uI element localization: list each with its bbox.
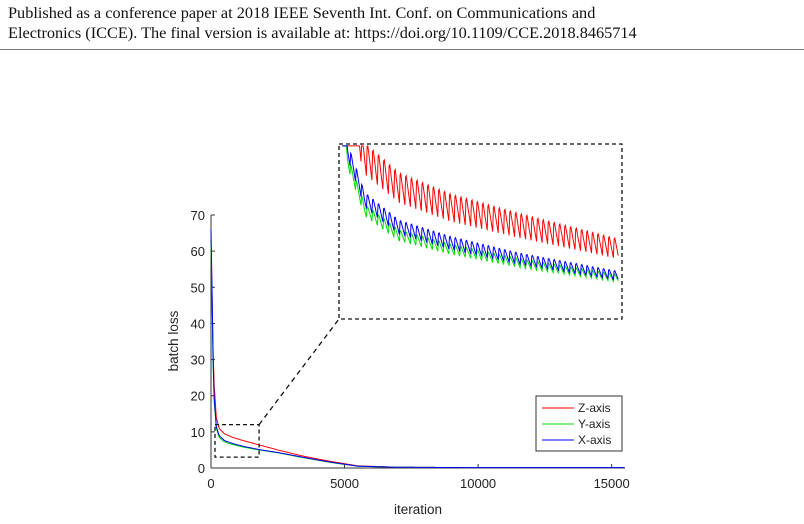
header-rule: [0, 49, 804, 50]
x-tick-label: 10000: [460, 476, 496, 491]
inset-series-z-axis-line: [342, 144, 619, 258]
x-tick-label: 0: [207, 476, 214, 491]
x-axis-label: iteration: [394, 502, 442, 517]
legend-label: X-axis: [578, 433, 611, 447]
y-tick-label: 0: [198, 461, 205, 476]
y-tick-label: 70: [191, 208, 205, 223]
inset-series-y-axis-line: [342, 145, 619, 283]
y-tick-label: 60: [191, 244, 205, 259]
legend-label: Z-axis: [578, 401, 611, 415]
series-layer: [210, 229, 625, 469]
y-tick-label: 30: [191, 353, 205, 368]
paper-header: Published as a conference paper at 2018 …: [8, 3, 798, 43]
legend: Z-axis Y-axis X-axis: [535, 395, 623, 452]
header-line-1: Published as a conference paper at 2018 …: [8, 3, 596, 22]
zoom-connector: [258, 318, 340, 426]
y-tick-label: 40: [191, 316, 205, 331]
y-tick-label: 10: [191, 425, 205, 440]
x-tick-label: 5000: [330, 476, 359, 491]
legend-label: Y-axis: [578, 417, 610, 431]
y-tick-label: 20: [191, 389, 205, 404]
zoom-inset: [214, 143, 623, 458]
y-axis-label: batch loss: [166, 310, 181, 371]
zoom-inset-box: [338, 143, 623, 320]
y-tick-label: 50: [191, 280, 205, 295]
x-tick-label: 15000: [594, 476, 630, 491]
inset-series-x-axis-line: [342, 145, 619, 281]
series-x-axis-line: [210, 229, 625, 469]
zoom-source-box: [214, 423, 260, 458]
header-line-2: Electronics (ICCE). The final version is…: [8, 23, 637, 42]
